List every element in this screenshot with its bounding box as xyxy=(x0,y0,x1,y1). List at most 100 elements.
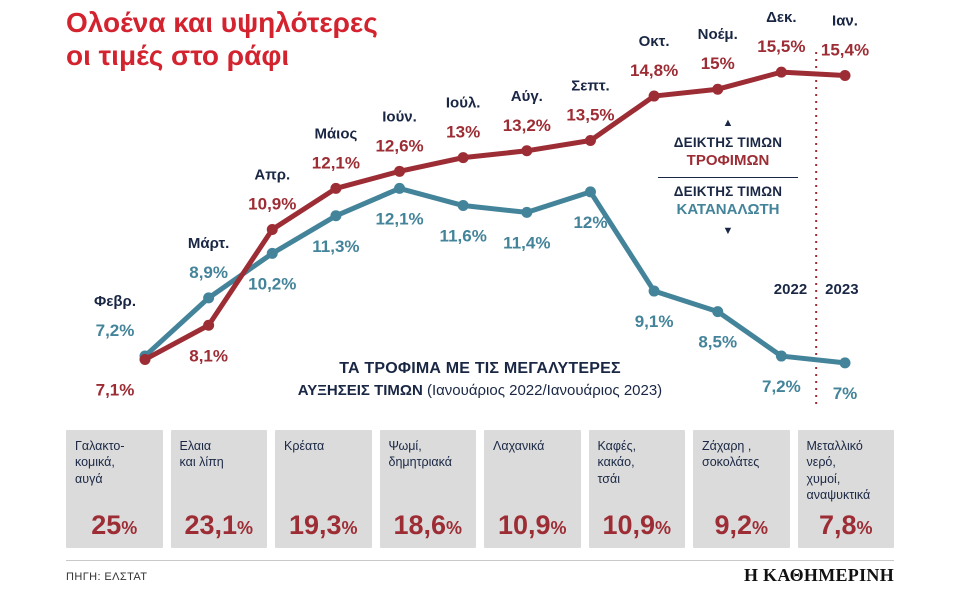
category-value-suffix: % xyxy=(121,518,138,538)
month-label: Δεκ. xyxy=(766,9,796,26)
food-index-line-point xyxy=(457,152,469,164)
category-value-number: 18,6 xyxy=(393,510,447,540)
category-value-suffix: % xyxy=(446,518,463,538)
category-value: 9,2% xyxy=(693,510,790,541)
source-label: ΠΗΓΗ: ΕΛΣΤΑΤ xyxy=(66,571,148,583)
category-label: Ψωμί, δημητριακά xyxy=(388,439,452,470)
month-label: Νοέμ. xyxy=(698,26,738,43)
category-value-suffix: % xyxy=(655,518,672,538)
chart-legend: ▲ ΔΕΙΚΤΗΣ ΤΙΜΩΝ ΤΡΟΦΙΜΩΝ ΔΕΙΚΤΗΣ ΤΙΜΩΝ Κ… xyxy=(643,118,813,237)
food-index-line-point xyxy=(394,165,406,177)
consumer-index-line-point xyxy=(394,182,406,194)
category-label: Λαχανικά xyxy=(493,439,545,453)
food-index-line-point xyxy=(266,223,278,235)
footer-divider xyxy=(66,560,894,561)
month-label: Ιούν. xyxy=(382,108,417,125)
category-label: Ελαια και λίπη xyxy=(179,439,224,470)
food-index-line-point xyxy=(521,145,533,157)
category-label: Ζάχαρη , σοκολάτες xyxy=(702,439,760,470)
consumer-value-label: 12,1% xyxy=(375,209,423,228)
consumer-value-label: 11,6% xyxy=(440,227,487,246)
subtitle-line-2-bold: ΑΥΞΗΣΕΙΣ ΤΙΜΩΝ xyxy=(297,382,423,399)
year-label-2023: 2023 xyxy=(825,281,858,298)
consumer-index-line-point xyxy=(330,210,342,222)
category-box: Ψωμί, δημητριακά 18,6% xyxy=(379,430,476,548)
category-value-number: 19,3 xyxy=(288,510,342,540)
category-box: Καφές, κακάο, τσάι 10,9% xyxy=(588,430,686,548)
food-value-label: 13% xyxy=(446,123,480,142)
category-value-number: 7,8 xyxy=(818,510,857,540)
food-value-label: 13,2% xyxy=(503,116,551,135)
month-label: Ιούλ. xyxy=(446,95,481,112)
title-line-2: οι τιμές στο ράφι xyxy=(66,40,290,72)
food-index-line-point xyxy=(648,90,660,102)
category-value-suffix: % xyxy=(237,518,254,538)
food-index-line-point xyxy=(330,182,342,194)
legend-food-name: ΤΡΟΦΙΜΩΝ xyxy=(686,152,770,169)
consumer-index-line-point xyxy=(457,200,469,212)
consumer-value-label: 7% xyxy=(833,384,858,403)
food-index-line-point xyxy=(775,66,787,78)
chart-subtitle: ΤΑ ΤΡΟΦΙΜΑ ΜΕ ΤΙΣ ΜΕΓΑΛΥΤΕΡΕΣ ΑΥΞΗΣΕΙΣ Τ… xyxy=(180,360,780,399)
legend-food-prefix: ΔΕΙΚΤΗΣ ΤΙΜΩΝ xyxy=(673,135,783,150)
category-box: Ζάχαρη , σοκολάτες 9,2% xyxy=(693,430,790,548)
triangle-down-icon: ▼ xyxy=(722,225,734,237)
food-value-label: 15,4% xyxy=(821,41,869,60)
category-value-suffix: % xyxy=(752,518,769,538)
month-label: Φεβρ. xyxy=(94,293,136,310)
subtitle-line-2-rest: (Ιανουάριος 2022/Ιανουάριος 2023) xyxy=(422,382,663,399)
consumer-index-line-point xyxy=(203,292,215,304)
consumer-value-label: 12% xyxy=(573,213,607,232)
consumer-index-line-point xyxy=(775,350,787,362)
consumer-value-label: 8,5% xyxy=(698,333,737,352)
month-label: Οκτ. xyxy=(639,33,670,50)
consumer-index-line xyxy=(142,185,848,366)
food-value-label: 14,8% xyxy=(630,61,678,80)
food-index-line-point xyxy=(712,83,724,95)
consumer-value-label: 7,2% xyxy=(762,377,801,396)
category-value: 7,8% xyxy=(798,510,895,541)
category-box: Λαχανικά 10,9% xyxy=(484,430,581,548)
consumer-value-label: 8,9% xyxy=(189,263,228,282)
food-value-label: 13,5% xyxy=(566,106,614,125)
month-label: Ιαν. xyxy=(832,13,858,30)
food-value-label: 15% xyxy=(701,54,735,73)
category-label: Μεταλλικό νερό, χυμοί, αναψυκτικά xyxy=(806,439,871,502)
food-index-line-point xyxy=(839,70,851,82)
category-value-suffix: % xyxy=(550,518,567,538)
category-value-number: 9,2 xyxy=(714,510,753,540)
category-box: Μεταλλικό νερό, χυμοί, αναψυκτικά 7,8% xyxy=(797,430,895,548)
category-label: Κρέατα xyxy=(284,439,325,453)
category-value: 10,9% xyxy=(589,510,686,541)
category-boxes: Γαλακτο- κομικά, αυγά 25% Ελαια και λίπη 23… xyxy=(66,430,894,548)
subtitle-line-2: ΑΥΞΗΣΕΙΣ ΤΙΜΩΝ (Ιανουάριος 2022/Ιανουάρι… xyxy=(180,382,780,399)
page-title: Ολοένα και υψηλότερες οι τιμές στο ράφι xyxy=(66,6,378,72)
consumer-index-line-point xyxy=(648,285,660,297)
month-label: Μάιος xyxy=(314,125,357,142)
legend-consumer-name: ΚΑΤΑΝΑΛΩΤΗ xyxy=(676,201,780,218)
food-value-label: 7,1% xyxy=(96,380,135,399)
month-label: Μάρτ. xyxy=(188,235,229,252)
consumer-index-line-point xyxy=(521,206,533,218)
subtitle-line-1: ΤΑ ΤΡΟΦΙΜΑ ΜΕ ΤΙΣ ΜΕΓΑΛΥΤΕΡΕΣ xyxy=(339,360,621,377)
consumer-value-label: 10,2% xyxy=(248,274,296,293)
food-index-line-point xyxy=(203,319,215,331)
legend-consumer-prefix: ΔΕΙΚΤΗΣ ΤΙΜΩΝ xyxy=(673,184,783,199)
category-value-number: 25 xyxy=(91,510,122,540)
food-value-label: 12,6% xyxy=(375,136,423,155)
food-index-line-point xyxy=(584,135,596,147)
category-label: Γαλακτο- κομικά, αυγά xyxy=(75,439,125,486)
consumer-value-label: 9,1% xyxy=(635,312,674,331)
legend-divider xyxy=(658,177,798,178)
category-value-suffix: % xyxy=(856,518,873,538)
month-label: Σεπτ. xyxy=(571,78,609,95)
category-value: 23,1% xyxy=(171,510,268,541)
consumer-index-line-point xyxy=(839,357,851,369)
consumer-index-line-point xyxy=(584,186,596,198)
category-box: Γαλακτο- κομικά, αυγά 25% xyxy=(66,430,163,548)
category-value-number: 10,9 xyxy=(602,510,656,540)
category-label: Καφές, κακάο, τσάι xyxy=(597,439,637,486)
category-value: 25% xyxy=(66,510,163,541)
category-box: Κρέατα 19,3% xyxy=(275,430,372,548)
